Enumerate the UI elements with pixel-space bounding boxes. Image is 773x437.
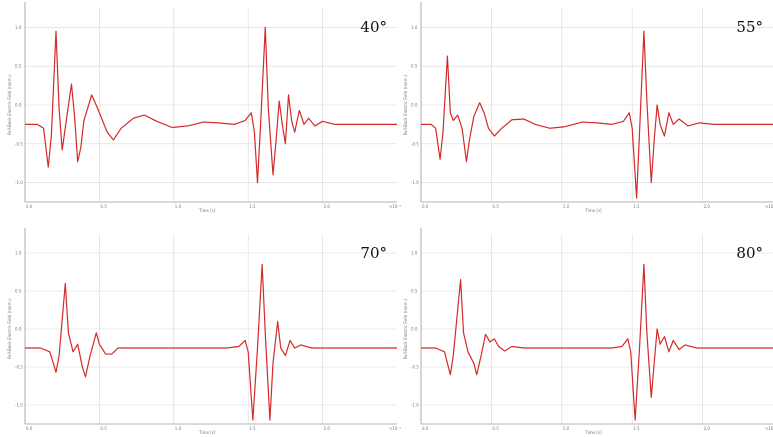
x-tick-label: 0.5 (492, 426, 499, 431)
chart-70: 1.0 0.5 0.0 -0.5 -1.0 0.0 0.5 1.0 1.5 2.0 ×10⁻⁹ Tim… (7, 228, 402, 435)
chart-panel-55: 1.0 0.5 0.0 -0.5 -1.0 0.0 0.5 1.0 1.5 2.0 ×10⁻⁹ Tim… (396, 0, 773, 216)
y-tick-label: 1.0 (15, 251, 22, 256)
chart-panel-70: 1.0 0.5 0.0 -0.5 -1.0 0.0 0.5 1.0 1.5 2.0 ×10⁻⁹ Tim… (0, 222, 402, 437)
x-tick-label: 0.0 (422, 204, 429, 209)
y-tick-label: 0.5 (411, 64, 418, 69)
x-tick-label: ×10⁻⁹ (389, 204, 402, 209)
chart-title: 70° (360, 244, 387, 262)
y-tick-label: 0.5 (15, 289, 22, 294)
chart-panel-80: 1.0 0.5 0.0 -0.5 -1.0 0.0 0.5 1.0 1.5 2.0 ×10⁻⁹ Tim… (396, 222, 773, 437)
series-line (421, 30, 773, 199)
y-tick-label: 0.0 (15, 103, 22, 108)
x-tick-label: 2.0 (704, 426, 711, 431)
chart-title: 80° (736, 244, 763, 262)
x-tick-label: 1.0 (563, 204, 570, 209)
x-axis-label: Time [s] (198, 430, 216, 435)
chart-80: 1.0 0.5 0.0 -0.5 -1.0 0.0 0.5 1.0 1.5 2.0 ×10⁻⁹ Tim… (403, 228, 773, 435)
x-tick-label: 0.5 (100, 426, 107, 431)
chart-55: 1.0 0.5 0.0 -0.5 -1.0 0.0 0.5 1.0 1.5 2.0 ×10⁻⁹ Tim… (403, 2, 773, 213)
x-tick-label: 1.5 (633, 204, 640, 209)
x-tick-label: 0.0 (422, 426, 429, 431)
y-tick-label: 0.0 (15, 327, 22, 332)
y-tick-label: 0.5 (15, 64, 22, 69)
y-axis-label: Pull-Back Electric Field (norm.) (403, 298, 408, 359)
x-tick-label: ×10⁻⁹ (765, 204, 773, 209)
y-axis-label: Pull-Back Electric Field (norm.) (7, 74, 12, 135)
y-tick-label: 0.0 (411, 327, 418, 332)
x-axis-label: Time [s] (198, 208, 216, 213)
x-tick-label: 0.5 (492, 204, 499, 209)
y-tick-label: -0.5 (15, 365, 23, 370)
chart-title: 55° (736, 18, 763, 36)
y-tick-label: -0.5 (411, 365, 419, 370)
x-tick-label: 1.5 (633, 426, 640, 431)
x-tick-label: 2.0 (324, 426, 331, 431)
y-tick-label: 1.0 (411, 25, 418, 30)
x-tick-label: 0.0 (26, 426, 33, 431)
y-tick-label: -1.0 (411, 180, 419, 185)
x-tick-label: 2.0 (704, 204, 711, 209)
y-tick-label: -1.0 (15, 180, 23, 185)
y-tick-label: 1.0 (15, 25, 22, 30)
y-tick-label: -0.5 (15, 141, 23, 146)
y-tick-label: -1.0 (411, 403, 419, 408)
x-tick-label: ×10⁻⁹ (389, 426, 402, 431)
y-tick-label: 1.0 (411, 251, 418, 256)
y-tick-label: 0.5 (411, 289, 418, 294)
x-tick-label: 1.0 (175, 204, 182, 209)
series-line (25, 263, 397, 421)
x-tick-label: 0.0 (26, 204, 33, 209)
x-tick-label: 1.0 (175, 426, 182, 431)
x-axis-label: Time [s] (584, 208, 602, 213)
series-line (25, 26, 397, 184)
x-tick-label: 2.0 (324, 204, 331, 209)
y-tick-label: -1.0 (15, 403, 23, 408)
chart-40: 1.0 0.5 0.0 -0.5 -1.0 0.0 0.5 1.0 1.5 2.0 ×10⁻⁹ Tim… (7, 2, 402, 213)
x-tick-label: 1.0 (563, 426, 570, 431)
chart-panel-40: 1.0 0.5 0.0 -0.5 -1.0 0.0 0.5 1.0 1.5 2.0 ×10⁻⁹ Tim… (0, 0, 402, 216)
y-tick-label: -0.5 (411, 141, 419, 146)
series-line (421, 263, 773, 421)
x-tick-label: 0.5 (100, 204, 107, 209)
x-axis-label: Time [s] (584, 430, 602, 435)
x-tick-label: ×10⁻⁹ (765, 426, 773, 431)
y-axis-label: Pull-Back Electric Field (norm.) (7, 298, 12, 359)
x-tick-label: 1.5 (249, 204, 256, 209)
chart-title: 40° (360, 18, 387, 36)
y-axis-label: Pull-Back Electric Field (norm.) (403, 74, 408, 135)
x-tick-label: 1.5 (249, 426, 256, 431)
y-tick-label: 0.0 (411, 103, 418, 108)
